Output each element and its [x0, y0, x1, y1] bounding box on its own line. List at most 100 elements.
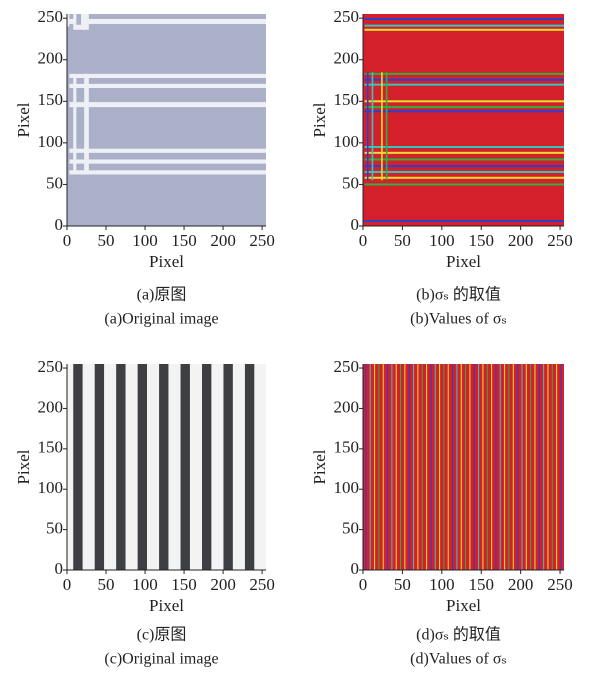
x-tick-label: 250: [249, 231, 275, 250]
image-region: [508, 364, 509, 570]
x-tick-label: 100: [429, 231, 455, 250]
image-region: [365, 171, 564, 173]
image-region: [69, 149, 266, 153]
image-region: [365, 110, 564, 112]
image-region: [413, 364, 414, 570]
y-tick-label: 250: [38, 357, 64, 376]
x-tick-label: 200: [210, 231, 236, 250]
image-region: [556, 364, 557, 570]
image-region: [374, 364, 375, 570]
x-tick-label: 150: [171, 231, 197, 250]
y-tick-label: 100: [334, 478, 360, 497]
image-region: [370, 364, 371, 570]
image-region: [543, 364, 544, 570]
image-region: [521, 364, 522, 570]
image-region: [443, 364, 444, 570]
image-region: [365, 84, 564, 86]
image-region: [504, 364, 505, 570]
image-region: [426, 364, 427, 570]
y-tick-label: 200: [334, 397, 360, 416]
x-tick-label: 250: [547, 231, 573, 250]
image-region: [365, 25, 564, 27]
y-axis-label: Pixel: [310, 102, 329, 137]
image-region: [245, 364, 254, 570]
y-tick-label: 50: [342, 519, 359, 538]
x-axis-label: Pixel: [446, 596, 481, 615]
image-region: [469, 364, 470, 570]
y-tick-label: 0: [55, 215, 64, 234]
y-axis-label: Pixel: [14, 102, 33, 137]
image-region: [84, 74, 89, 175]
x-tick-label: 0: [359, 575, 368, 594]
image-region: [422, 364, 423, 570]
caption-en: (d)Values of σₛ: [410, 651, 507, 668]
image-plot: [363, 364, 564, 570]
image-region: [534, 364, 535, 570]
image-region: [530, 364, 531, 570]
x-axis-label: Pixel: [446, 252, 481, 271]
image-region: [383, 364, 384, 570]
caption-en: (c)Original image: [104, 651, 218, 668]
image-region: [363, 14, 564, 226]
y-tick-label: 100: [334, 132, 360, 151]
image-region: [181, 364, 190, 570]
image-region: [138, 364, 147, 570]
image-region: [381, 72, 383, 180]
x-tick-label: 250: [249, 575, 275, 594]
y-axis-label: Pixel: [310, 449, 329, 484]
image-region: [517, 364, 518, 570]
image-region: [69, 74, 266, 78]
y-tick-label: 150: [38, 90, 64, 109]
image-region: [159, 364, 168, 570]
image-region: [391, 364, 392, 570]
x-tick-label: 0: [63, 575, 72, 594]
x-tick-label: 250: [547, 575, 573, 594]
image-region: [365, 106, 564, 108]
image-region: [365, 165, 564, 167]
image-region: [95, 364, 104, 570]
image-region: [448, 364, 449, 570]
x-tick-label: 0: [359, 231, 368, 250]
image-region: [372, 72, 374, 180]
x-axis-label: Pixel: [149, 596, 184, 615]
x-tick-label: 50: [98, 231, 115, 250]
image-region: [223, 364, 232, 570]
caption-zh: (a)原图: [137, 287, 187, 304]
y-tick-label: 0: [55, 559, 64, 578]
image-region: [487, 364, 488, 570]
image-region: [513, 364, 514, 570]
caption-zh: (b)σₛ 的取值: [416, 286, 501, 304]
x-tick-label: 50: [98, 575, 115, 594]
image-region: [491, 364, 492, 570]
y-tick-label: 250: [334, 357, 360, 376]
y-tick-label: 50: [342, 173, 359, 192]
image-region: [67, 14, 266, 226]
image-region: [69, 19, 266, 24]
image-region: [478, 364, 479, 570]
image-region: [365, 29, 564, 31]
y-tick-label: 250: [334, 7, 360, 26]
y-tick-label: 0: [351, 215, 360, 234]
image-region: [461, 364, 462, 570]
image-region: [69, 102, 266, 107]
image-region: [365, 158, 564, 160]
x-tick-label: 100: [132, 231, 158, 250]
image-region: [482, 364, 483, 570]
y-tick-label: 200: [38, 397, 64, 416]
image-region: [365, 364, 366, 570]
image-region: [539, 364, 540, 570]
image-plot: [67, 364, 266, 570]
image-region: [400, 364, 401, 570]
y-tick-label: 200: [334, 49, 360, 68]
image-region: [73, 364, 82, 570]
image-region: [452, 364, 453, 570]
y-tick-label: 50: [46, 173, 63, 192]
image-region: [474, 364, 475, 570]
image-region: [417, 364, 418, 570]
x-tick-label: 200: [210, 575, 236, 594]
x-tick-label: 100: [429, 575, 455, 594]
image-region: [435, 364, 436, 570]
image-region: [430, 364, 431, 570]
caption-en: (a)Original image: [104, 311, 218, 328]
image-region: [387, 364, 388, 570]
